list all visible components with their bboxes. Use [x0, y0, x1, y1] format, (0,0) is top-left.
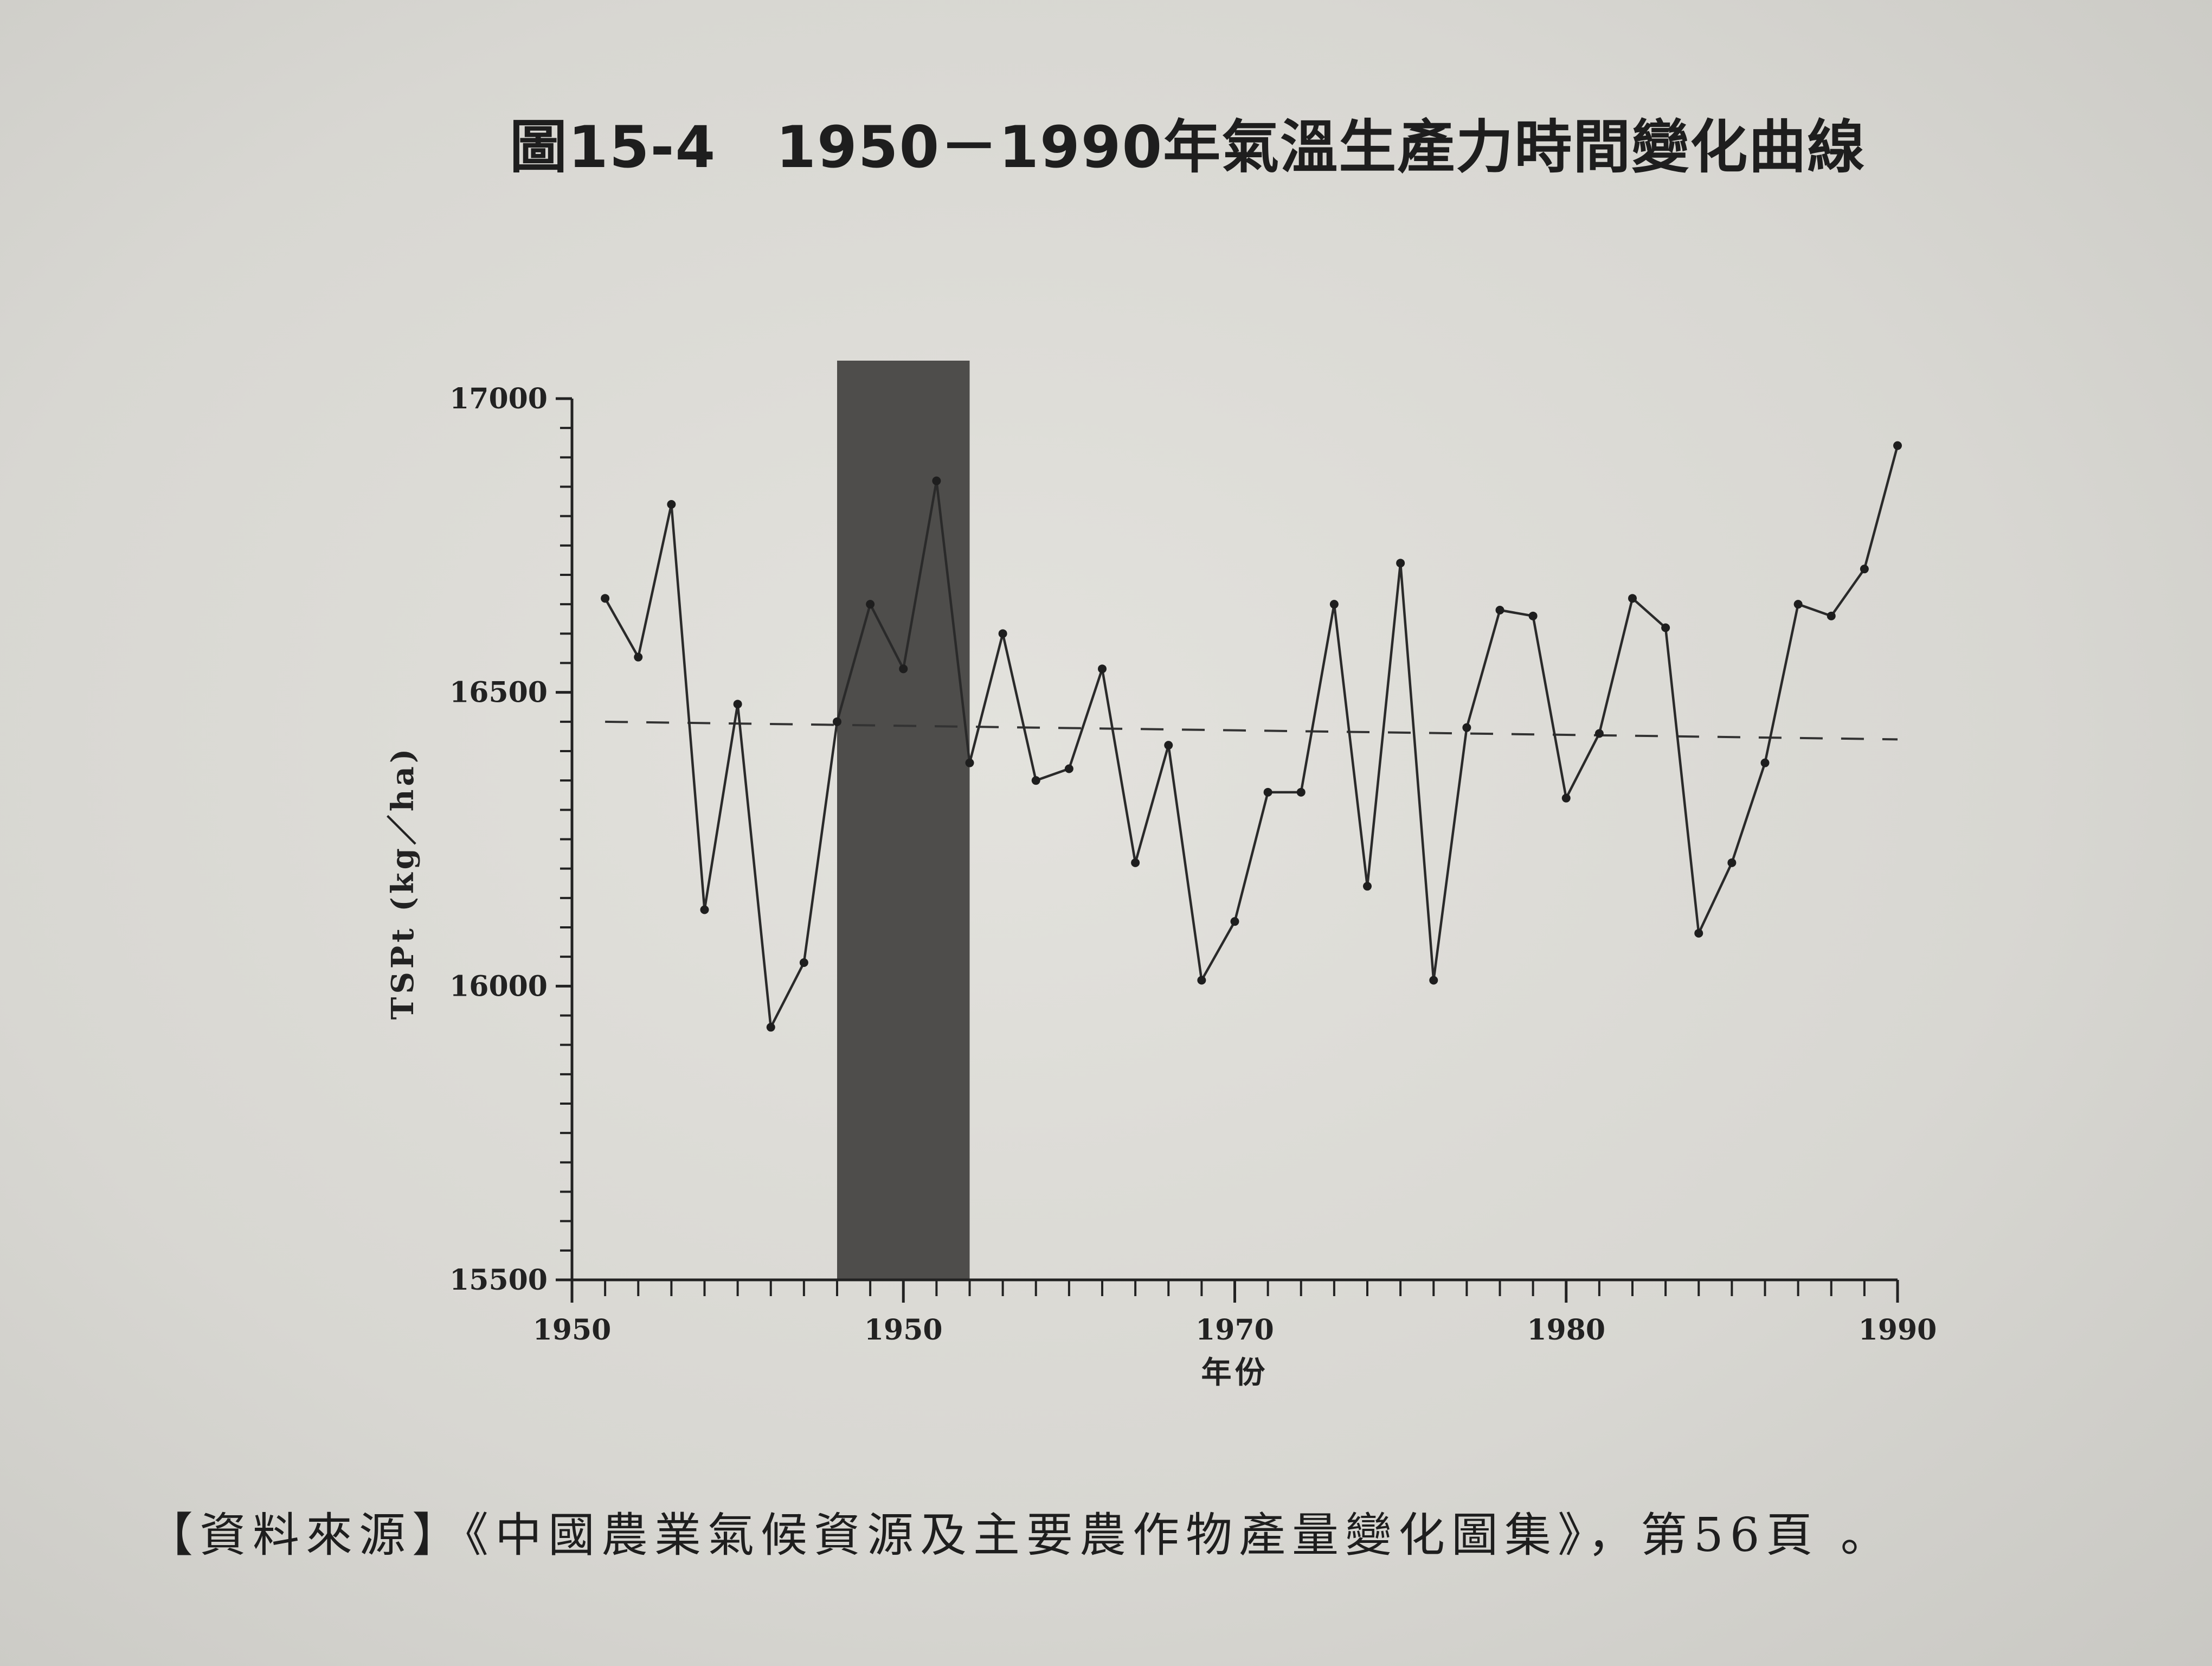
data-point — [1860, 565, 1869, 574]
data-point — [1098, 664, 1107, 674]
shaded-band-layer — [837, 361, 970, 1280]
source-caption: 【資料來源】《中國農業氣候資源及主要農作物產量變化圖集》，第56頁 。 — [146, 1508, 1894, 1562]
data-point — [1197, 976, 1206, 985]
data-point — [1429, 976, 1438, 985]
data-point — [799, 958, 808, 967]
data-point — [866, 600, 875, 609]
data-point — [965, 758, 974, 767]
data-point — [1164, 741, 1173, 750]
data-point — [733, 700, 742, 709]
data-point — [998, 629, 1007, 638]
y-tick-label: 16000 — [449, 970, 548, 1003]
data-point — [1230, 917, 1239, 926]
data-point — [1131, 858, 1140, 867]
data-point — [1296, 787, 1306, 797]
data-point — [1628, 594, 1637, 603]
data-point — [1893, 441, 1902, 450]
figure-title: 圖15-4 1950－1990年氣溫生產力時間變化曲線 — [510, 100, 1865, 184]
data-point — [766, 1023, 775, 1032]
data-point — [1396, 559, 1405, 568]
data-point — [899, 664, 908, 674]
data-point — [1064, 764, 1073, 773]
y-tick-label: 15500 — [449, 1264, 548, 1297]
y-tick-label: 17000 — [449, 382, 548, 415]
data-point — [1495, 606, 1504, 614]
x-tick-label: 1980 — [1527, 1313, 1605, 1347]
data-point — [1827, 611, 1836, 620]
data-point — [1263, 787, 1272, 797]
y-tick-label: 16500 — [449, 676, 548, 709]
reference-line-layer — [605, 720, 1898, 741]
shaded-band — [837, 361, 970, 1280]
series-line — [604, 445, 1899, 1031]
data-point — [1363, 882, 1372, 891]
x-tick-label: 1970 — [1195, 1313, 1274, 1347]
data-point — [1793, 600, 1803, 609]
data-point — [1594, 729, 1604, 738]
data-point — [932, 476, 941, 485]
data-point — [1694, 928, 1703, 938]
axes-layer — [556, 397, 1899, 1303]
x-axis-title: 年份 — [1201, 1355, 1269, 1391]
data-point — [1727, 858, 1737, 867]
data-point — [601, 594, 610, 603]
label-layer: 15500 16000 16500 17000 1950 1950 1970 1980 1990… — [385, 382, 1937, 1391]
series-layer — [601, 441, 1902, 1032]
data-point — [1462, 723, 1471, 732]
figure-number: 圖15-4 — [510, 114, 717, 181]
data-point — [1760, 758, 1770, 767]
data-point — [833, 717, 841, 726]
y-axis-title: TSPt (kg／ha) — [385, 746, 421, 1020]
data-point — [634, 652, 643, 662]
data-point — [1661, 623, 1670, 632]
data-point — [1561, 793, 1571, 803]
data-point — [1329, 600, 1339, 609]
x-tick-label: 1990 — [1859, 1313, 1937, 1347]
figure-heading: 1950－1990年氣溫生產力時間變化曲線 — [776, 114, 1866, 181]
reference-line — [605, 720, 1898, 741]
data-point — [667, 500, 676, 509]
data-point — [1528, 611, 1538, 620]
x-tick-label: 1950 — [533, 1313, 612, 1347]
data-point — [1031, 776, 1040, 785]
x-tick-label: 1950 — [864, 1313, 943, 1347]
data-point — [700, 905, 709, 914]
